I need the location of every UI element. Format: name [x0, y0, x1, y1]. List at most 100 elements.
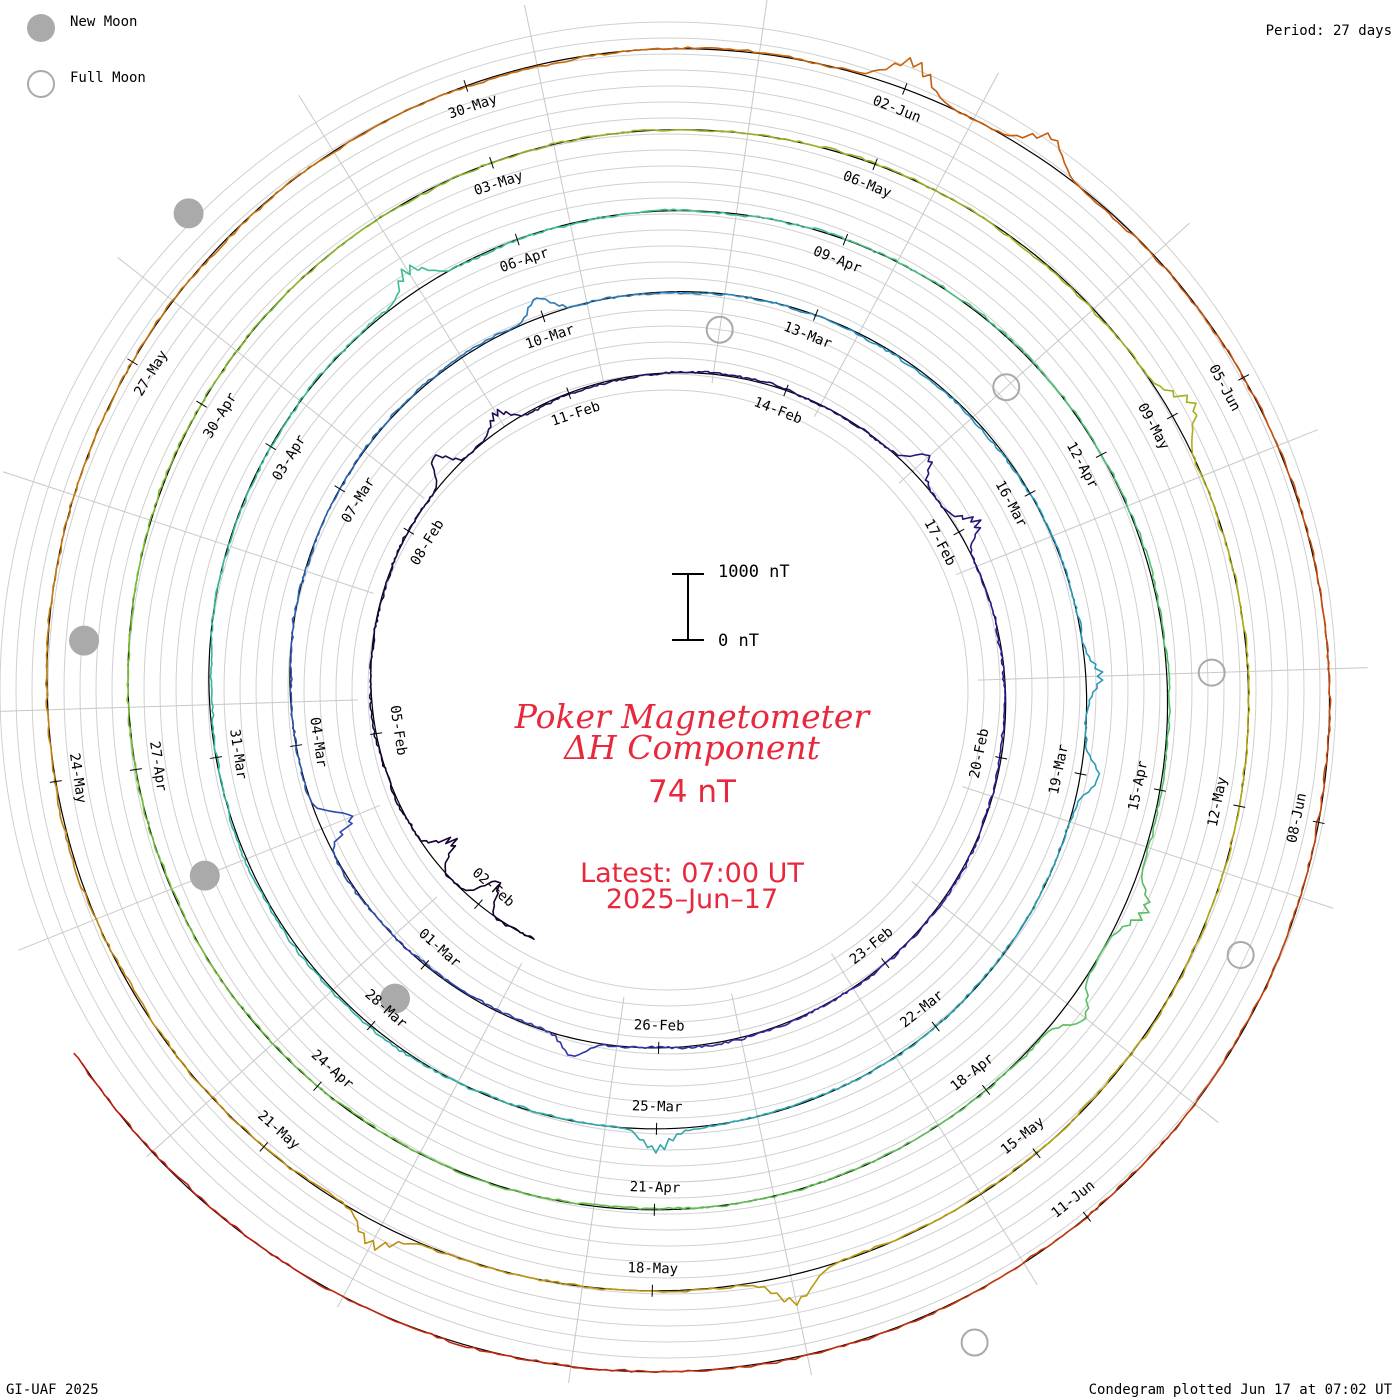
series-segment — [1160, 264, 1309, 530]
period-label: Period: 27 days — [1265, 23, 1392, 39]
new-moon-marker — [69, 625, 100, 656]
date-tick — [49, 780, 62, 783]
grid-ring — [207, 229, 1129, 1151]
series-segment — [410, 1148, 645, 1210]
grid-ring — [15, 37, 1321, 1343]
baseline-value: 74 nT — [648, 774, 736, 810]
scale-bar — [672, 573, 704, 641]
date-tick — [881, 958, 890, 969]
series-segment — [363, 330, 506, 450]
full-moon-marker — [960, 1328, 989, 1357]
series-segment — [1191, 415, 1250, 683]
full-moon-marker — [1226, 941, 1255, 970]
new-moon-legend-icon — [27, 14, 55, 42]
series-segment — [433, 392, 573, 461]
full-moon-marker — [992, 373, 1021, 402]
series-segment — [133, 759, 228, 990]
series-segment — [546, 1030, 716, 1057]
grid-ring — [255, 277, 1081, 1103]
grid-spoke — [2, 471, 374, 594]
date-tick — [842, 233, 849, 246]
series-segment — [618, 1313, 934, 1374]
date-tick — [334, 485, 346, 493]
series-segment — [289, 615, 308, 794]
grid-ring — [47, 69, 1289, 1311]
series-segment — [417, 212, 634, 273]
scale-top-label: 1000 nT — [718, 562, 790, 582]
scale-bottom-label: 0 nT — [718, 631, 759, 651]
series-segment — [566, 1111, 774, 1154]
date-label: 21-Apr — [630, 1179, 681, 1196]
date-tick — [514, 233, 520, 246]
series-segment — [950, 845, 1063, 1014]
grid-spoke — [298, 95, 505, 427]
grid-spoke — [911, 881, 1219, 1123]
grid-spokes — [0, 0, 1368, 1383]
series-segment — [501, 128, 759, 161]
date-tick — [196, 400, 207, 408]
series-segment — [226, 988, 412, 1151]
date-tick — [1153, 788, 1166, 792]
series-trace — [44, 46, 1332, 1374]
grid-spoke — [955, 429, 1318, 576]
grid-ring — [31, 53, 1305, 1327]
plotted-timestamp: Condegram plotted Jun 17 at 07:02 UT — [1088, 1382, 1392, 1398]
date-tick — [931, 1021, 940, 1032]
new-moon-marker — [380, 983, 411, 1014]
date-tick — [489, 156, 494, 169]
date-tick — [566, 387, 572, 400]
date-tick — [1074, 772, 1087, 776]
series-segment — [687, 292, 870, 343]
grid-spoke — [977, 667, 1368, 681]
series-segment — [633, 208, 855, 244]
date-tick — [259, 1142, 269, 1152]
date-tick — [420, 960, 430, 970]
date-label: 23-Feb — [847, 924, 897, 968]
series-segment — [1150, 568, 1171, 800]
series-segment — [1027, 945, 1196, 1161]
chart-title: Poker Magnetometer — [514, 697, 870, 736]
grid-ring — [335, 357, 1001, 1023]
latest-time: Latest: 07:00 UT — [580, 858, 804, 889]
date-tick — [366, 1020, 376, 1031]
date-tick — [995, 756, 1008, 760]
series-segment — [505, 291, 688, 332]
grid-spoke — [813, 72, 999, 417]
grid-ring — [63, 85, 1273, 1295]
grid-ring — [175, 197, 1161, 1183]
date-label: 10-Mar — [523, 322, 576, 353]
grid-ring — [95, 117, 1241, 1263]
series-segment — [137, 145, 345, 352]
date-tick — [463, 80, 469, 92]
series-segment — [210, 442, 275, 652]
grid-ring — [319, 341, 1017, 1039]
series-segment — [47, 351, 139, 627]
date-tick — [981, 1084, 991, 1095]
date-tick — [129, 768, 142, 771]
date-label: 17-Feb — [921, 517, 959, 569]
grid-ring — [159, 181, 1177, 1199]
moon-markers — [69, 198, 1255, 1357]
series-segment — [969, 537, 1006, 695]
grid-spoke — [711, 0, 768, 384]
date-label: 01-Mar — [415, 926, 463, 971]
grid-ring — [287, 309, 1049, 1071]
series-segment — [1182, 834, 1317, 1120]
grid-ring — [0, 21, 1337, 1359]
full-moon-marker — [1197, 658, 1226, 687]
date-tick — [872, 158, 878, 171]
series-segment — [308, 1277, 619, 1372]
series-segment — [719, 372, 862, 429]
full-moon-legend-label: Full Moon — [70, 70, 146, 86]
grid-ring — [111, 133, 1225, 1247]
date-label: 11-Feb — [549, 398, 602, 429]
date-label: 30-Apr — [200, 390, 240, 441]
grid-spoke — [117, 257, 425, 499]
date-label: 15-May — [998, 1114, 1048, 1158]
date-label: 02-Jun — [870, 93, 923, 126]
series-segment — [90, 908, 256, 1141]
credit-label: GI-UAF 2025 — [6, 1382, 99, 1398]
series-segment — [153, 294, 286, 511]
series-segment — [343, 50, 623, 147]
date-tick — [813, 309, 819, 321]
